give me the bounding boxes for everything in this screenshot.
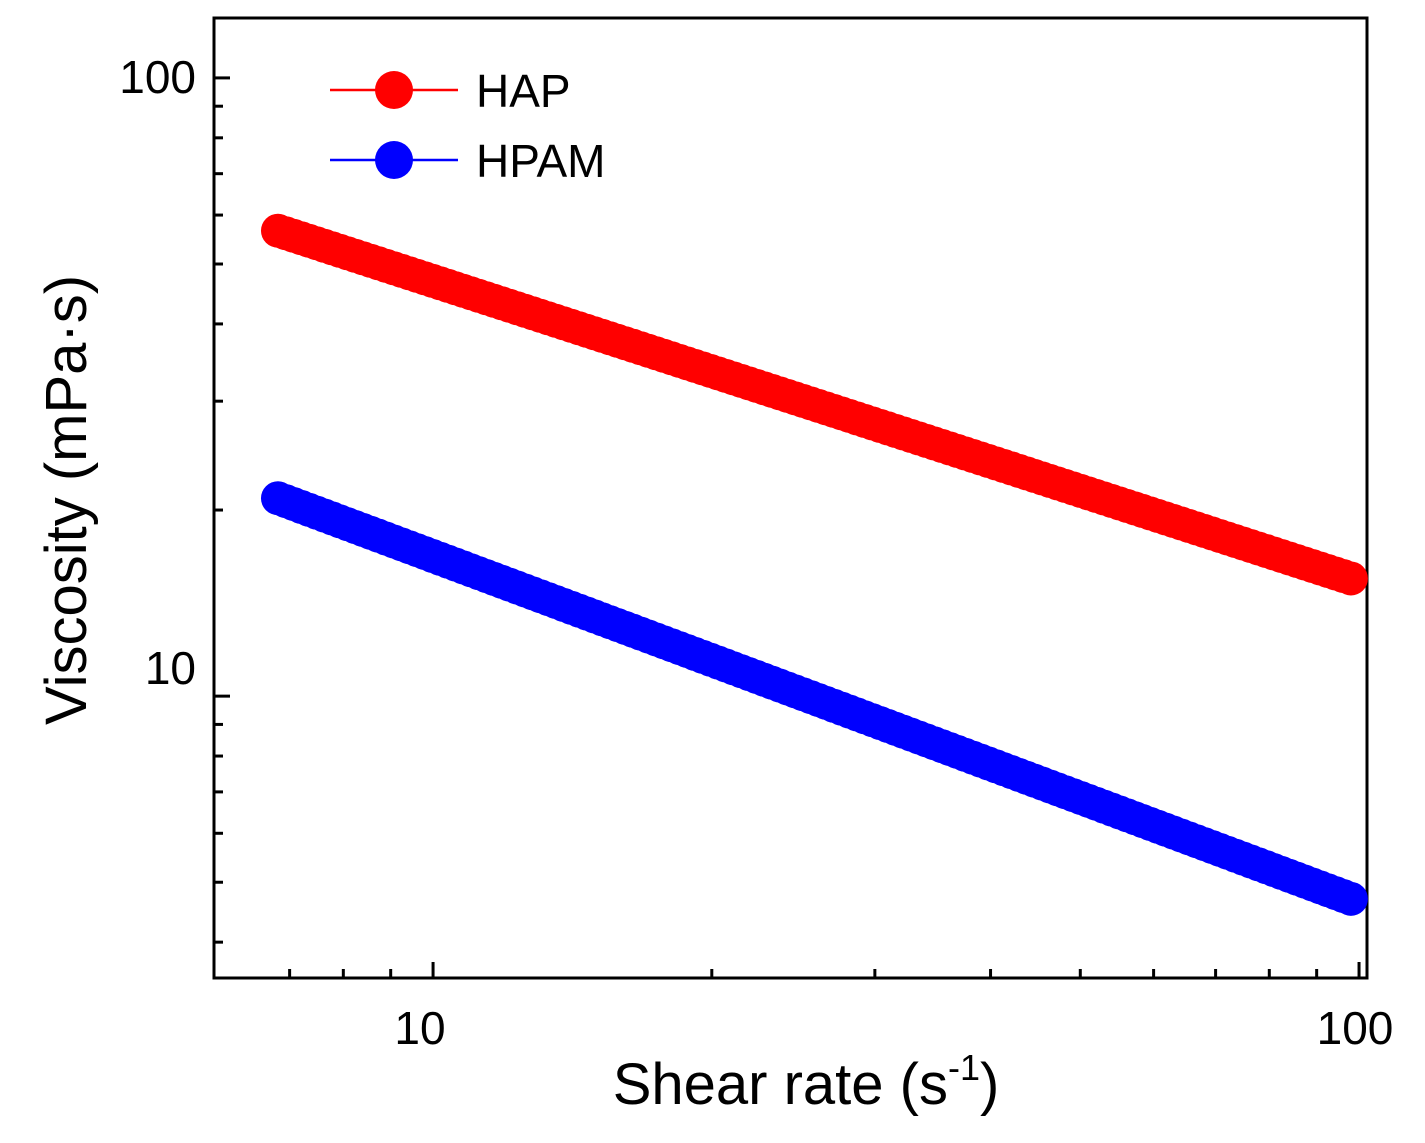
legend-label-hpam: HPAM bbox=[476, 135, 606, 187]
x-axis-title-superscript: -1 bbox=[948, 1047, 980, 1088]
legend: HAP HPAM bbox=[330, 65, 606, 187]
y-tick-label-10: 10 bbox=[145, 642, 196, 694]
y-tick-label-100: 100 bbox=[119, 51, 196, 103]
data-point-hpam bbox=[1333, 881, 1368, 916]
data-series bbox=[260, 213, 1368, 916]
series-hpam bbox=[260, 481, 1368, 916]
x-axis-title-close: ) bbox=[980, 1052, 999, 1117]
x-tick-label-10: 10 bbox=[394, 1002, 445, 1054]
data-point-hap bbox=[1333, 561, 1368, 596]
x-axis-title-main: Shear rate (s bbox=[613, 1052, 948, 1117]
x-axis-title: Shear rate (s-1) bbox=[613, 1047, 1000, 1117]
x-tick-label-100: 100 bbox=[1317, 1002, 1394, 1054]
legend-marker-hpam bbox=[375, 141, 413, 179]
legend-marker-hap bbox=[375, 71, 413, 109]
legend-label-hap: HAP bbox=[476, 65, 571, 117]
series-hap bbox=[260, 213, 1368, 596]
axis-ticks bbox=[214, 76, 1361, 978]
y-axis-title: Viscosity (mPa·s) bbox=[34, 275, 99, 725]
plot-frame bbox=[212, 16, 1369, 980]
